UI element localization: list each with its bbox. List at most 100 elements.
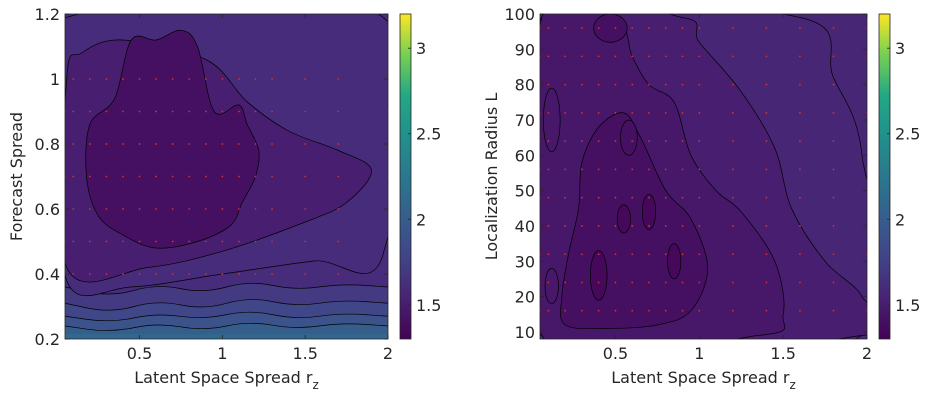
sample-point bbox=[614, 140, 617, 143]
sample-point bbox=[614, 225, 617, 227]
sample-point bbox=[564, 309, 567, 312]
sample-point bbox=[731, 112, 734, 114]
sample-point bbox=[581, 55, 583, 58]
sample-point bbox=[337, 143, 340, 145]
y-tick-label: 50 bbox=[515, 182, 535, 201]
sample-point bbox=[171, 143, 174, 145]
sample-point bbox=[122, 110, 124, 113]
sample-point bbox=[681, 196, 684, 199]
sample-point bbox=[547, 168, 550, 171]
sample-point bbox=[254, 143, 257, 145]
sample-point bbox=[698, 281, 701, 284]
sample-point bbox=[614, 55, 617, 58]
sample-point bbox=[731, 140, 734, 143]
sample-point bbox=[648, 27, 650, 30]
y-tick-label: 0.6 bbox=[35, 200, 60, 219]
sample-point bbox=[72, 110, 75, 113]
sample-point bbox=[765, 27, 768, 30]
sample-point bbox=[337, 110, 340, 113]
sample-point bbox=[832, 27, 835, 30]
sample-point bbox=[547, 83, 550, 86]
colorbar bbox=[399, 13, 412, 340]
sample-point bbox=[799, 168, 801, 171]
sample-point bbox=[105, 208, 108, 210]
sample-point bbox=[105, 143, 108, 145]
x-axis-label: Latent Space Spread rz bbox=[611, 368, 796, 392]
sample-point bbox=[138, 273, 141, 275]
sample-point bbox=[614, 309, 617, 312]
sample-point bbox=[138, 78, 141, 80]
sample-point bbox=[832, 253, 835, 256]
sample-point bbox=[731, 196, 734, 199]
sample-point bbox=[122, 175, 124, 178]
sample-point bbox=[648, 55, 650, 58]
sample-point bbox=[271, 175, 273, 178]
sample-point bbox=[832, 168, 835, 171]
sample-point bbox=[832, 225, 835, 227]
contour-island bbox=[620, 119, 638, 156]
sample-point bbox=[648, 83, 650, 86]
sample-point bbox=[597, 309, 600, 312]
sample-point bbox=[221, 240, 224, 243]
sample-point bbox=[614, 112, 617, 114]
x-tick-label: 2 bbox=[862, 344, 872, 363]
sample-point bbox=[138, 175, 141, 178]
axes-frame bbox=[539, 13, 868, 340]
sample-point bbox=[681, 55, 684, 58]
y-tick-label: 30 bbox=[515, 252, 535, 271]
sample-point bbox=[204, 78, 207, 80]
sample-point bbox=[631, 27, 634, 30]
y-tick-label: 60 bbox=[515, 146, 535, 165]
sample-point bbox=[138, 240, 141, 243]
sample-point bbox=[731, 55, 734, 58]
sample-point bbox=[832, 281, 835, 284]
sample-point bbox=[238, 110, 240, 113]
sample-point bbox=[614, 196, 617, 199]
sample-point bbox=[597, 83, 600, 86]
sample-point bbox=[188, 110, 191, 113]
sample-point bbox=[221, 273, 224, 275]
sample-point bbox=[254, 208, 257, 210]
sample-point bbox=[765, 55, 768, 58]
y-tick-label: 0.8 bbox=[35, 135, 60, 154]
sample-point bbox=[681, 140, 684, 143]
y-tick-label: 100 bbox=[504, 5, 535, 24]
sample-point bbox=[631, 168, 634, 171]
contour-island bbox=[544, 267, 559, 305]
sample-point bbox=[765, 140, 768, 143]
sample-point bbox=[337, 240, 340, 243]
sample-point bbox=[238, 78, 240, 80]
contour-region bbox=[85, 29, 260, 249]
sample-point bbox=[547, 253, 550, 256]
sample-point bbox=[254, 175, 257, 178]
sample-point bbox=[171, 273, 174, 275]
sample-point bbox=[614, 281, 617, 284]
sample-point bbox=[564, 253, 567, 256]
y-tick-label: 70 bbox=[515, 111, 535, 130]
sample-point bbox=[698, 225, 701, 227]
sample-point bbox=[631, 309, 634, 312]
sample-point bbox=[631, 253, 634, 256]
sample-point bbox=[238, 240, 240, 243]
sample-point bbox=[221, 143, 224, 145]
sample-point bbox=[731, 83, 734, 86]
sample-point bbox=[681, 309, 684, 312]
sample-point bbox=[614, 168, 617, 171]
sample-point bbox=[765, 112, 768, 114]
sample-point bbox=[614, 27, 617, 30]
sample-point bbox=[648, 281, 650, 284]
sample-point bbox=[547, 281, 550, 284]
sample-point bbox=[581, 196, 583, 199]
x-tick-label: 0.5 bbox=[603, 344, 628, 363]
y-axis-label: Forecast Spread bbox=[7, 112, 26, 241]
y-tick-label: 40 bbox=[515, 217, 535, 236]
sample-point bbox=[271, 110, 273, 113]
contour-island bbox=[616, 204, 631, 234]
y-tick-label: 1.2 bbox=[35, 5, 60, 24]
x-axis-label: Latent Space Spread rz bbox=[134, 368, 319, 392]
sample-point bbox=[204, 143, 207, 145]
plot-area bbox=[65, 14, 388, 339]
sample-point bbox=[171, 208, 174, 210]
sample-point bbox=[564, 281, 567, 284]
